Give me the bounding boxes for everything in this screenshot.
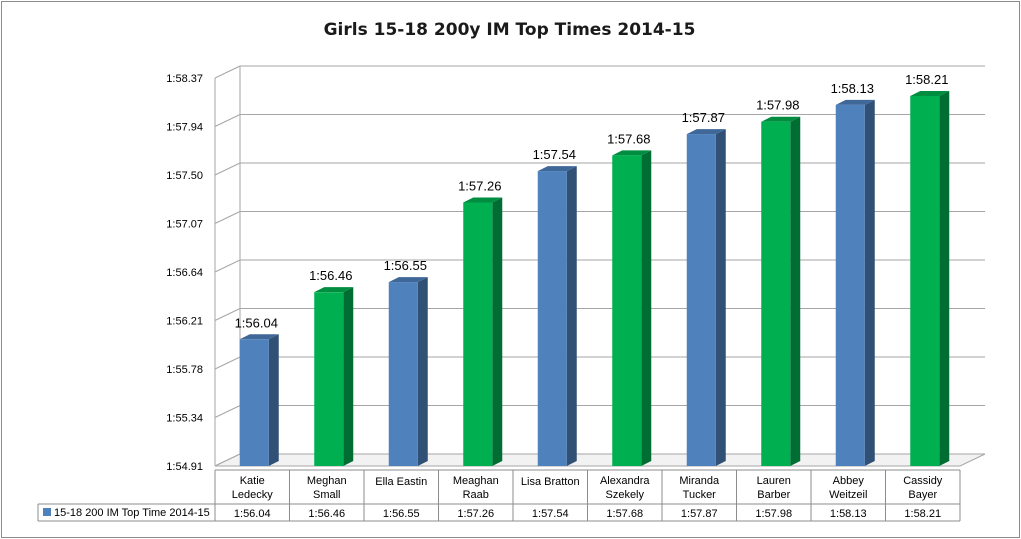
legend-label: 15-18 200 IM Top Time 2014-15: [54, 507, 210, 519]
gridline-diagonal: [214, 65, 241, 79]
y-tick-label: 1:56.21: [166, 316, 203, 328]
category-label: Raab: [463, 489, 489, 501]
bar-top: [910, 90, 950, 96]
bar-top: [239, 334, 279, 340]
gridline-diagonal: [214, 308, 241, 321]
table-value: 1:58.21: [904, 508, 941, 520]
gridline-diagonal: [214, 259, 241, 273]
gridline-diagonal: [214, 405, 241, 418]
bar-top: [537, 166, 577, 172]
category-label: Meaghan: [453, 475, 499, 487]
category-label: Miranda: [679, 475, 720, 487]
bar: [388, 282, 418, 466]
bar: [835, 104, 865, 466]
category-label: Ledecky: [232, 489, 273, 501]
gridline-diagonal: [214, 356, 241, 370]
category-label: Cassidy: [903, 475, 943, 487]
data-label: 1:57.54: [533, 147, 576, 162]
data-label: 1:56.55: [384, 258, 427, 273]
category-label: Lauren: [757, 475, 791, 487]
category-label: Ella Eastin: [375, 476, 427, 488]
gridline-diagonal: [214, 162, 241, 176]
table-value: 1:56.04: [234, 508, 271, 520]
bar-top: [314, 287, 354, 293]
category-label: Tucker: [683, 489, 717, 501]
bar-top: [835, 99, 875, 105]
bar-top: [686, 129, 726, 135]
y-tick-label: 1:55.34: [166, 413, 203, 425]
category-label: Weitzeil: [829, 489, 867, 501]
bar: [761, 121, 791, 466]
data-label: 1:57.26: [458, 178, 501, 193]
y-tick-label: 1:57.07: [166, 219, 203, 231]
bar: [612, 155, 642, 466]
category-label: Lisa Bratton: [521, 476, 580, 488]
bar-side: [417, 277, 428, 466]
table-value: 1:57.98: [755, 508, 792, 520]
gridline-diagonal: [214, 114, 241, 127]
bar-side: [343, 287, 354, 466]
category-label: Barber: [757, 489, 790, 501]
category-label: Small: [313, 489, 341, 501]
bar-side: [566, 166, 577, 467]
bar-top: [761, 116, 801, 122]
table-value: 1:58.13: [830, 508, 867, 520]
bar: [910, 95, 940, 466]
y-tick-label: 1:55.78: [166, 364, 203, 376]
category-label: Meghan: [307, 475, 347, 487]
category-label: Bayer: [908, 489, 937, 501]
y-tick-label: 1:58.37: [166, 73, 203, 85]
gridline-diagonal: [214, 211, 241, 224]
data-label: 1:56.04: [235, 315, 278, 330]
bar-side: [715, 129, 726, 466]
table-value: 1:56.55: [383, 508, 420, 520]
data-label: 1:58.13: [831, 81, 874, 96]
y-tick-label: 1:56.64: [166, 267, 203, 279]
data-label: 1:57.98: [756, 98, 799, 113]
bar-side: [939, 90, 950, 466]
category-label: Katie: [240, 475, 265, 487]
y-tick-label: 1:57.50: [166, 170, 203, 182]
table-value: 1:56.46: [308, 508, 345, 520]
bar: [537, 171, 567, 467]
bar: [686, 134, 716, 466]
chart-title: Girls 15-18 200y IM Top Times 2014-15: [323, 20, 696, 40]
y-tick-label: 1:54.91: [166, 461, 203, 473]
bar-top: [388, 277, 428, 283]
bar-side: [864, 99, 875, 466]
table-value: 1:57.54: [532, 508, 569, 520]
bar-side: [641, 150, 652, 466]
data-label: 1:57.87: [682, 110, 725, 125]
legend-swatch: [43, 508, 51, 516]
category-label: Abbey: [833, 475, 865, 487]
bar-side: [268, 334, 279, 466]
data-label: 1:58.21: [905, 72, 948, 87]
bar-top: [463, 197, 503, 203]
bar-side: [492, 197, 503, 466]
table-value: 1:57.87: [681, 508, 718, 520]
bar: [239, 339, 269, 466]
category-label: Alexandra: [600, 475, 650, 487]
y-tick-label: 1:57.94: [166, 122, 203, 134]
data-label: 1:56.46: [309, 268, 352, 283]
bar-side: [790, 116, 801, 466]
table-value: 1:57.68: [606, 508, 643, 520]
bar: [463, 202, 493, 466]
data-label: 1:57.68: [607, 131, 650, 146]
category-label: Szekely: [605, 489, 644, 501]
table-value: 1:57.26: [457, 508, 494, 520]
bar-top: [612, 150, 652, 156]
bar: [314, 292, 344, 466]
